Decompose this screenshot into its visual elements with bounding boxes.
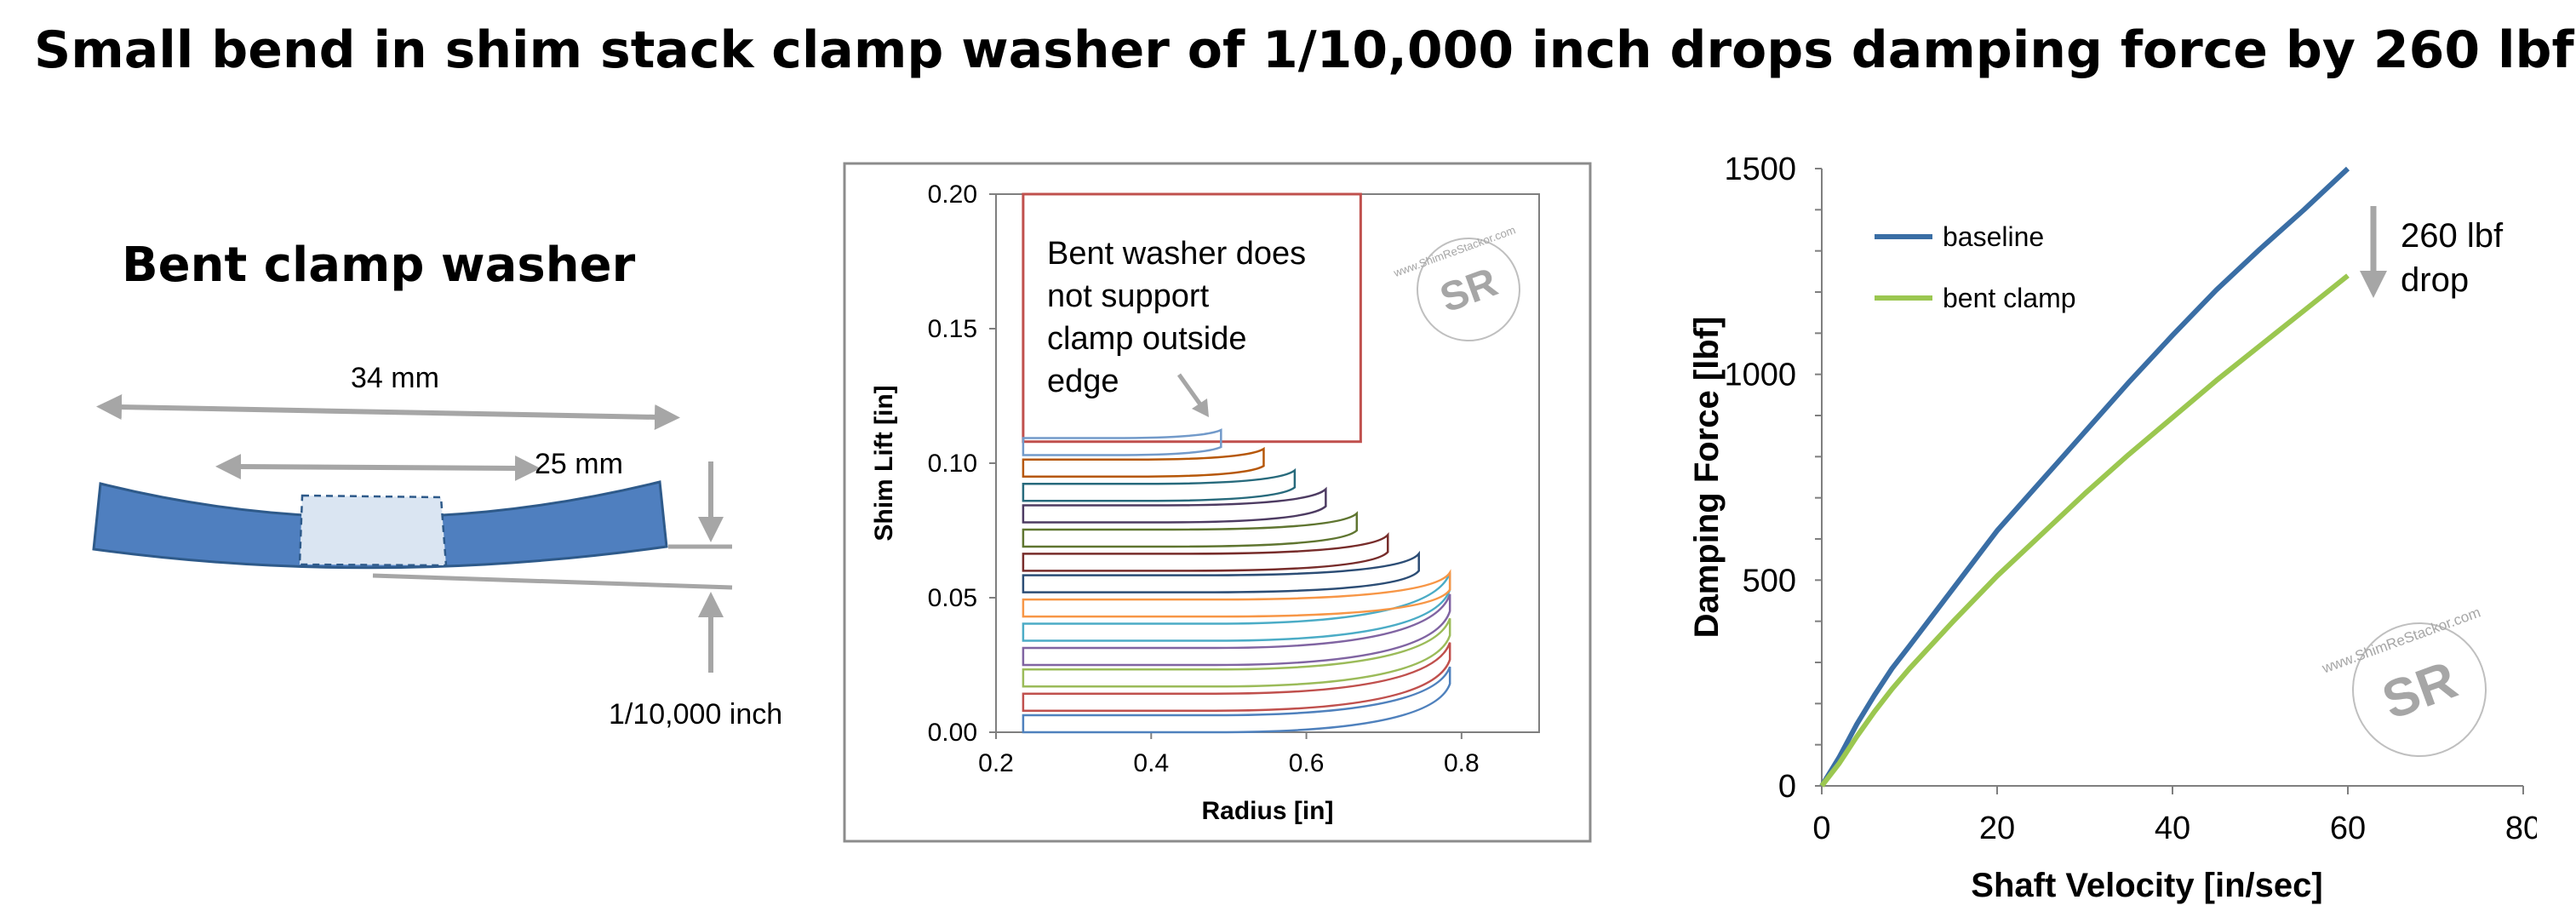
y-axis-title: Damping Force [lbf] (1688, 317, 1726, 639)
gap-ref-line-bottom (372, 573, 733, 590)
shim-series-8 (1022, 532, 1389, 572)
x-tick-label: 0.4 (1133, 749, 1169, 777)
diagram-heading: Bent clamp washer (122, 238, 636, 293)
shim-series-3 (1022, 617, 1451, 688)
y-tick-label: 0.00 (928, 719, 977, 747)
annotation-arrow (1176, 373, 1203, 406)
shim-series-6 (1022, 569, 1451, 618)
annotation-line-1: Bent washer does (1047, 236, 1306, 272)
legend-label-1: baseline (1943, 221, 2044, 252)
damping-force-svg: 0 20 40 60 80 0 500 1000 1500 Shaft Velocity [in/… (1688, 152, 2541, 904)
y-tick-label: 1500 (1724, 152, 1796, 187)
y-tick-label: 500 (1743, 563, 1796, 599)
dim-34mm-arrow (96, 394, 680, 430)
annotation-arrow-head (1192, 398, 1209, 417)
watermark-mid-ring (1417, 238, 1520, 341)
x-axis-title: Radius [in] (1202, 797, 1334, 825)
series-line-bent-clamp (1819, 273, 2350, 788)
dim-25mm-label: 25 mm (535, 448, 623, 480)
series-line-baseline (1819, 166, 2350, 788)
x-tick-label: 80 (2505, 811, 2537, 846)
y-tick-label: 0.05 (928, 584, 977, 612)
drop-arrow-head (2360, 271, 2387, 298)
watermark-right-ring (2352, 622, 2487, 757)
shim-series-12 (1022, 446, 1265, 479)
x-tick-label: 0 (1812, 811, 1830, 846)
annotation-line-4: edge (1047, 364, 1119, 399)
shim-series-4 (1022, 593, 1451, 667)
x-tick-label: 0.6 (1289, 749, 1325, 777)
y-axis-title: Shim Lift [in] (870, 385, 898, 541)
shim-lift-svg: 0.2 0.4 0.6 0.8 0.00 0.05 0.10 0.15 0.20 Radius [… (843, 162, 1592, 843)
x-tick-label: 0.2 (978, 749, 1014, 777)
shim-lift-chart: 0.2 0.4 0.6 0.8 0.00 0.05 0.10 0.15 0.20 Radius [… (843, 162, 1592, 846)
y-tick-label: 0 (1778, 769, 1796, 805)
dim-25mm-arrow (215, 454, 541, 481)
damping-force-chart: 0 20 40 60 80 0 500 1000 1500 Shaft Velocity [in/… (1652, 136, 2541, 914)
washer-inner-hole (298, 494, 448, 567)
y-tick-label: 1000 (1724, 358, 1796, 393)
shim-series-1 (1022, 666, 1451, 734)
x-tick-label: 20 (1979, 811, 2015, 846)
watermark-right-monogram: SR (2375, 650, 2464, 731)
annotation-line-3: clamp outside (1047, 321, 1246, 357)
x-tick-label: 60 (2330, 811, 2366, 846)
washer-drawing: Bent clamp washer 34 mm 25 mm 1/10,000 i… (92, 238, 782, 731)
y-tick-label: 0.10 (928, 450, 977, 478)
annotation-line-2: not support (1047, 278, 1210, 314)
x-tick-label: 40 (2155, 811, 2190, 846)
shim-series-13 (1022, 428, 1222, 456)
page-title: Small bend in shim stack clamp washer of… (34, 20, 2574, 80)
y-tick-label: 0.20 (928, 181, 977, 209)
legend-label-2: bent clamp (1943, 283, 2076, 313)
shim-series-7 (1022, 550, 1420, 593)
dim-gap-label: 1/10,000 inch (609, 698, 782, 731)
chart-frame (843, 162, 1592, 843)
clamp-outline (1022, 192, 1362, 444)
shim-series-9 (1022, 511, 1359, 548)
shim-series-10 (1022, 486, 1327, 524)
shim-series-2 (1022, 642, 1451, 712)
x-tick-label: 0.8 (1444, 749, 1480, 777)
shim-series-11 (1022, 467, 1297, 502)
drop-label-2: drop (2401, 261, 2469, 299)
dim-34mm-label: 34 mm (351, 362, 439, 394)
y-tick-label: 0.15 (928, 315, 977, 343)
x-axis-title: Shaft Velocity [in/sec] (1971, 867, 2322, 904)
drop-label-1: 260 lbf (2401, 217, 2504, 255)
